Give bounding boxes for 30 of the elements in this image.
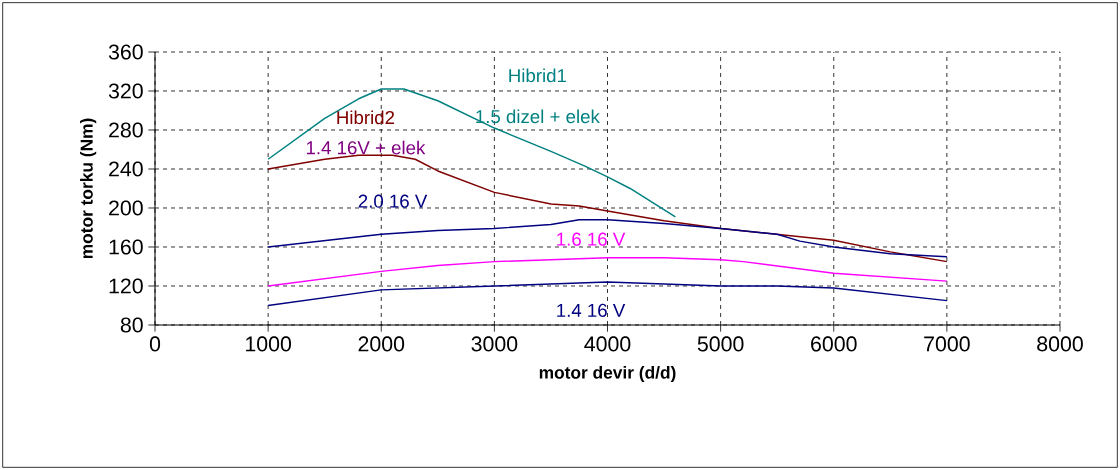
line-series	[267, 218, 948, 258]
y-tick-label: 320	[108, 83, 143, 99]
line-series	[267, 154, 948, 263]
series-label: Hibrid2	[337, 110, 395, 125]
x-tick-label: 7000	[924, 336, 970, 352]
line-series	[267, 256, 948, 287]
x-tick-label: 1000	[246, 336, 292, 352]
line-series	[267, 88, 677, 218]
x-tick-label: 3000	[471, 336, 518, 352]
series-label: 1.6 16 V	[557, 232, 626, 246]
y-tick-label: 120	[109, 278, 143, 294]
y-tick-label: 200	[109, 200, 143, 216]
y-tick-label: 80	[120, 317, 143, 333]
x-tick-label: 4000	[584, 336, 631, 352]
x-tick-label: 6000	[811, 336, 857, 352]
y-tick-label: 360	[108, 44, 143, 60]
y-axis-title: motor torku (Nm)	[80, 118, 97, 259]
annotation: 1.4 16V + elek	[306, 140, 426, 155]
x-tick-label: 8000	[1037, 336, 1083, 352]
series-label: 2.0 16 V	[358, 194, 428, 208]
x-axis-title: motor devir (d/d)	[539, 365, 676, 383]
y-tick-label: 160	[109, 239, 143, 255]
x-tick-label: 5000	[697, 336, 744, 352]
x-tick-label: 0	[149, 336, 161, 352]
text: Hibrid1	[509, 68, 567, 83]
y-tick-label: 240	[109, 161, 143, 177]
x-tick-label: 2000	[358, 336, 405, 352]
annotation: 1.5 dizel + elek	[476, 109, 600, 124]
series-label: 1.4 16 V	[557, 303, 626, 317]
y-tick-label: 280	[109, 122, 143, 138]
